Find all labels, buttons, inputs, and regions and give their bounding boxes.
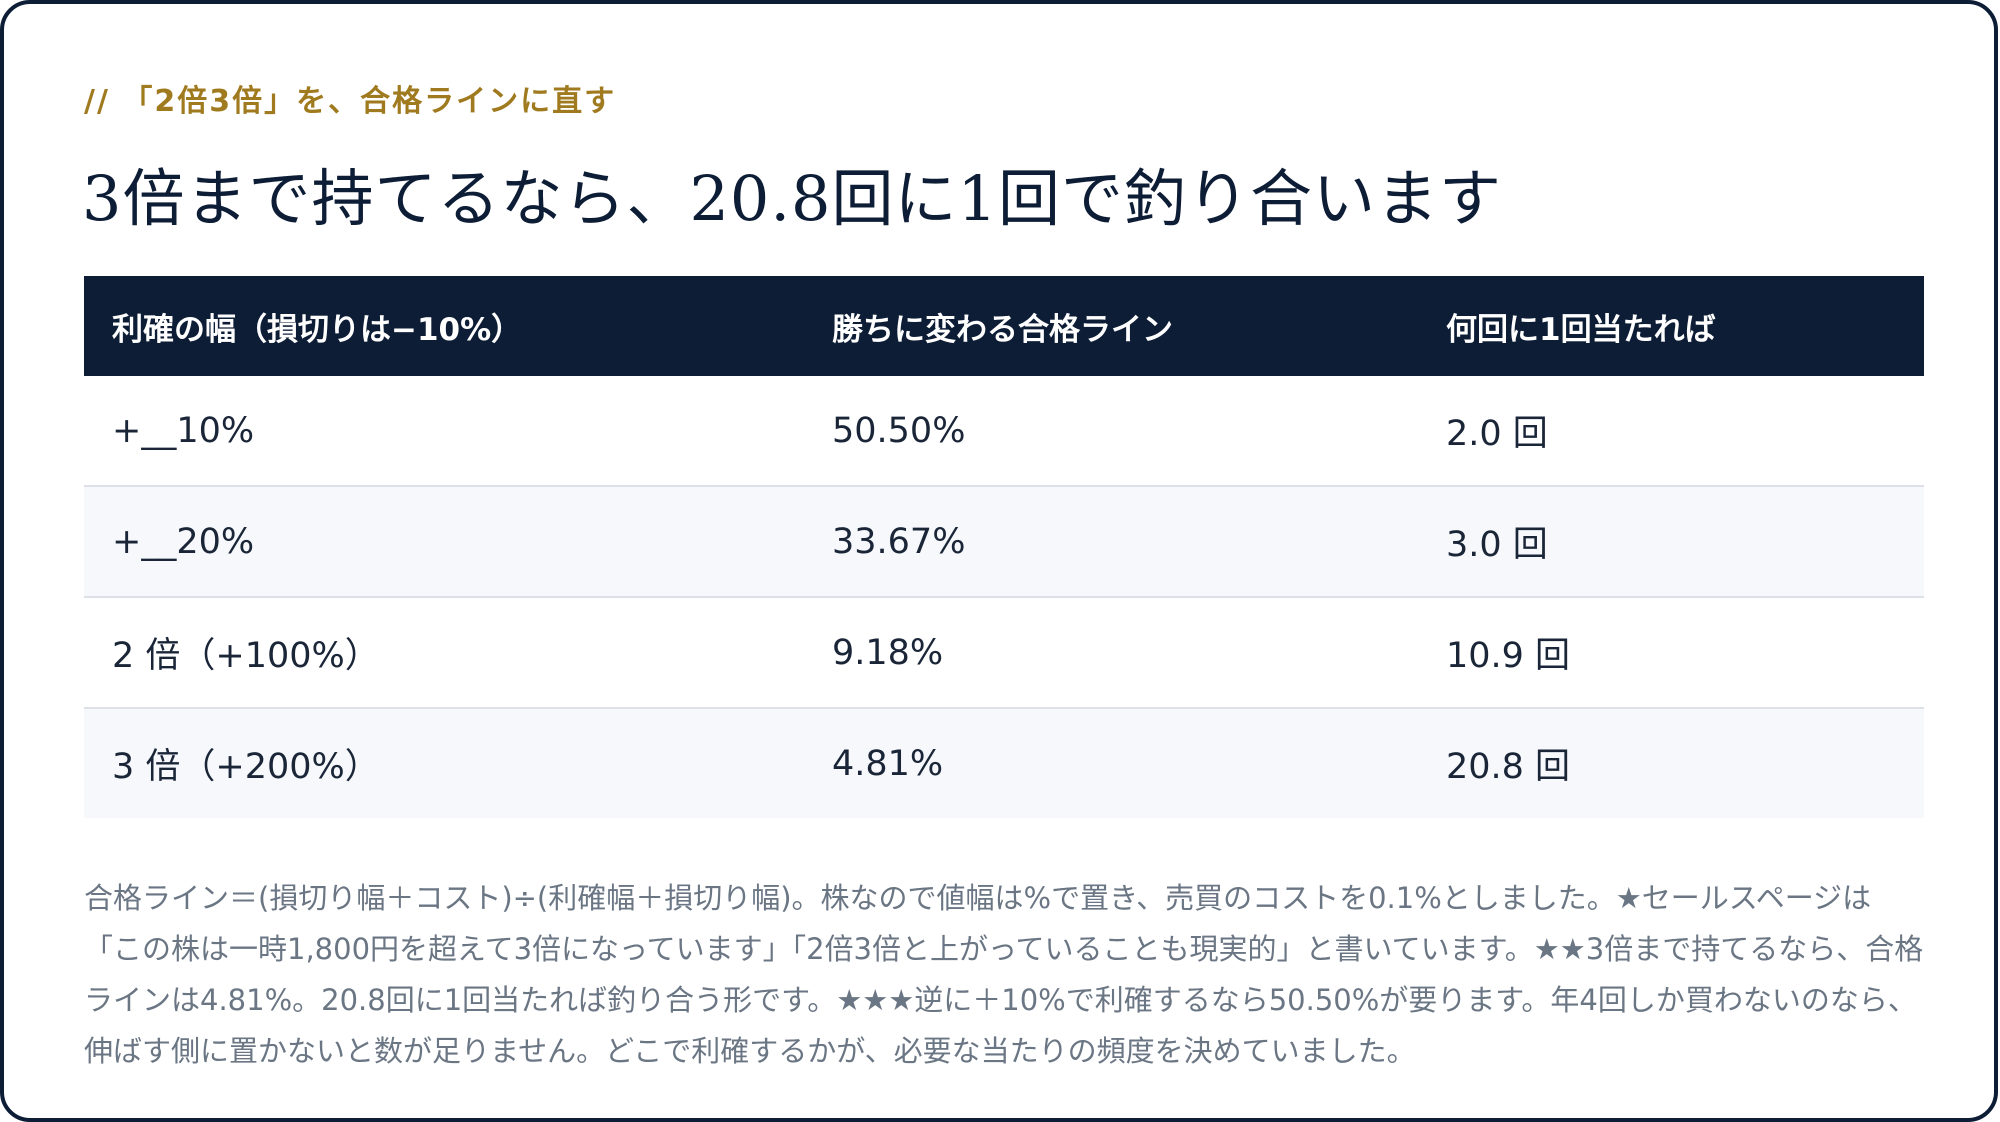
column-header-pass-line: 勝ちに変わる合格ライン (804, 276, 1418, 376)
explanatory-note: 合格ライン＝(損切り幅＋コスト)÷(利確幅＋損切り幅)。株なので値幅は%で置き、… (84, 881, 1924, 1068)
cell-profit-range: +__10% (84, 376, 804, 487)
cell-hit-frequency: 2.0 回 (1418, 376, 1924, 487)
breakeven-table: 利確の幅（損切りは−10%） 勝ちに変わる合格ライン 何回に1回当たれば +__… (84, 276, 1924, 818)
cell-pass-line: 33.67% (804, 486, 1418, 598)
cell-hit-frequency: 3.0 回 (1418, 486, 1924, 598)
column-header-hit-frequency: 何回に1回当たれば (1418, 276, 1924, 376)
cell-hit-frequency: 20.8 回 (1418, 708, 1924, 818)
cell-hit-frequency: 10.9 回 (1418, 597, 1924, 709)
page-title: 3倍まで持てるなら、20.8回に1回で釣り合います (82, 162, 1502, 235)
cell-pass-line: 4.81% (804, 708, 1418, 818)
cell-pass-line: 9.18% (804, 597, 1418, 709)
table-header-row: 利確の幅（損切りは−10%） 勝ちに変わる合格ライン 何回に1回当たれば (84, 276, 1924, 376)
table-row: +__20% 33.67% 3.0 回 (84, 486, 1924, 598)
column-header-profit-range: 利確の幅（損切りは−10%） (84, 276, 804, 376)
table-row: 2 倍（+100%） 9.18% 10.9 回 (84, 597, 1924, 709)
cell-profit-range: +__20% (84, 486, 804, 598)
table-row: +__10% 50.50% 2.0 回 (84, 376, 1924, 487)
cell-profit-range: 3 倍（+200%） (84, 708, 804, 818)
cell-profit-range: 2 倍（+100%） (84, 597, 804, 709)
cell-pass-line: 50.50% (804, 376, 1418, 487)
table-row: 3 倍（+200%） 4.81% 20.8 回 (84, 708, 1924, 818)
section-kicker: // 「2倍3倍」を、合格ラインに直す (84, 84, 617, 119)
